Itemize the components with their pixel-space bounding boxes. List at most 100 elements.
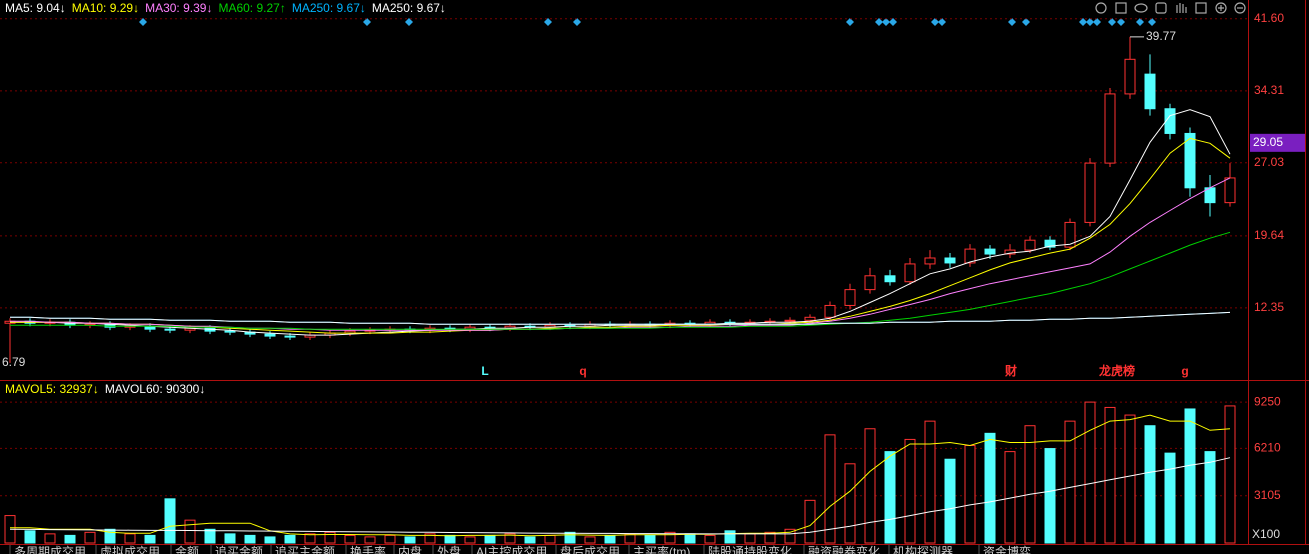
volume-bar bbox=[1204, 451, 1216, 544]
volume-bar bbox=[304, 533, 316, 544]
low-label: 6.79 bbox=[2, 355, 26, 369]
candle-body bbox=[1104, 93, 1116, 164]
y-tick-label: 3105 bbox=[1254, 488, 1281, 502]
tool-icon[interactable] bbox=[1195, 2, 1207, 14]
volume-bar bbox=[664, 531, 676, 544]
volume-bar bbox=[104, 528, 116, 544]
box-icon[interactable] bbox=[1155, 2, 1167, 14]
event-diamond bbox=[1108, 18, 1116, 26]
candle-body bbox=[1144, 73, 1156, 110]
volume-bar bbox=[964, 445, 976, 544]
eye-icon[interactable] bbox=[1134, 3, 1148, 13]
tab[interactable]: 虚拟成交用 bbox=[100, 544, 160, 554]
legend-entry: MA250: 9.67↓ bbox=[372, 1, 446, 15]
volume-bar bbox=[124, 533, 136, 544]
y-tick-label: 41.60 bbox=[1254, 11, 1284, 25]
legend-entry: MAVOL5: 32937↓ bbox=[5, 382, 99, 396]
tab[interactable]: 追买主金额 bbox=[275, 544, 335, 554]
volume-bar bbox=[1044, 448, 1056, 544]
tab[interactable]: 陆股通持股变化 bbox=[708, 544, 792, 554]
event-diamond bbox=[544, 18, 552, 26]
ma-line bbox=[10, 109, 1231, 336]
tab[interactable]: 金额 bbox=[175, 544, 199, 554]
candle-body bbox=[264, 333, 276, 337]
volume-bar bbox=[1184, 408, 1196, 544]
last-price-label: 29.05 bbox=[1253, 135, 1283, 149]
toolbar bbox=[1095, 2, 1246, 14]
volume-bar bbox=[204, 528, 216, 544]
volume-bar bbox=[144, 534, 156, 544]
event-diamond bbox=[1079, 18, 1087, 26]
legend-entry: MA30: 9.39↓ bbox=[145, 1, 212, 15]
candle-body bbox=[904, 263, 916, 283]
volume-bar bbox=[684, 533, 696, 544]
high-label: 39.77 bbox=[1146, 29, 1176, 43]
volume-bar bbox=[24, 530, 36, 544]
candle-body bbox=[1224, 177, 1236, 204]
zoom-in-icon[interactable] bbox=[1218, 5, 1224, 11]
volume-bar bbox=[64, 534, 76, 544]
event-diamond bbox=[1022, 18, 1030, 26]
hand-icon[interactable] bbox=[1176, 3, 1187, 13]
zoom-in-icon[interactable] bbox=[1215, 2, 1227, 14]
tab[interactable]: 内盘 bbox=[398, 544, 422, 554]
tab[interactable]: 多周期成交用 bbox=[14, 544, 86, 554]
volume-bar bbox=[344, 534, 356, 544]
event-markers bbox=[139, 18, 1156, 26]
event-diamond bbox=[846, 18, 854, 26]
candle-body bbox=[1084, 162, 1096, 223]
candle-body bbox=[1044, 239, 1056, 248]
candle-body bbox=[1184, 132, 1196, 189]
volume-bar bbox=[1084, 401, 1096, 544]
event-label: L bbox=[481, 364, 488, 378]
candle-body bbox=[784, 319, 796, 322]
legend-entry: MA60: 9.27↑ bbox=[218, 1, 285, 15]
volume-bar bbox=[584, 536, 596, 544]
y-tick-label: 12.35 bbox=[1254, 300, 1284, 314]
volume-bar bbox=[384, 534, 396, 544]
tab[interactable]: 追买金额 bbox=[215, 544, 263, 554]
event-diamond bbox=[1086, 18, 1094, 26]
y-tick-label: 27.03 bbox=[1254, 155, 1284, 169]
event-diamond bbox=[938, 18, 946, 26]
candle-body bbox=[864, 275, 876, 291]
volume-bar bbox=[1224, 405, 1236, 544]
volume-bar bbox=[744, 533, 756, 544]
volume-bar bbox=[644, 534, 656, 544]
layout-icon[interactable] bbox=[1115, 2, 1127, 14]
tab[interactable]: 机构探测器 bbox=[893, 544, 953, 554]
tab[interactable]: 换手率 bbox=[350, 544, 386, 554]
volume-bar bbox=[404, 536, 416, 544]
volume-bar bbox=[824, 434, 836, 544]
tab[interactable]: 资金博弈 bbox=[983, 544, 1031, 554]
candle-body bbox=[844, 289, 856, 306]
volume-bar bbox=[464, 536, 476, 544]
tab[interactable]: 外盘 bbox=[437, 544, 461, 554]
tab[interactable]: AI主控成交用 bbox=[476, 544, 547, 554]
candle-body bbox=[984, 248, 996, 255]
candle-body bbox=[1124, 58, 1136, 95]
tab[interactable]: 盘后成交用 bbox=[560, 544, 620, 554]
ma-line bbox=[10, 231, 1231, 330]
event-diamond bbox=[889, 18, 897, 26]
volume-bar bbox=[84, 531, 96, 544]
zoom-out-icon[interactable] bbox=[1234, 2, 1246, 14]
candle-body bbox=[224, 330, 236, 333]
event-diamond bbox=[931, 18, 939, 26]
event-diamond bbox=[1136, 18, 1144, 26]
volume-bar bbox=[244, 534, 256, 544]
volume-bar bbox=[284, 534, 296, 544]
candle-body bbox=[1004, 249, 1016, 255]
settings-icon[interactable] bbox=[1095, 2, 1107, 14]
candle-body bbox=[284, 335, 296, 338]
legend-background bbox=[0, 0, 440, 17]
tab[interactable]: 主买率(tm) bbox=[633, 544, 690, 554]
event-diamond bbox=[139, 18, 147, 26]
tab[interactable]: 融资融券变化 bbox=[808, 544, 880, 554]
volume-bar bbox=[184, 519, 196, 544]
legend-entry: MA10: 9.29↓ bbox=[72, 1, 139, 15]
ma-line bbox=[10, 311, 1231, 325]
volume-bar bbox=[1144, 425, 1156, 544]
volume-bar bbox=[564, 531, 576, 544]
